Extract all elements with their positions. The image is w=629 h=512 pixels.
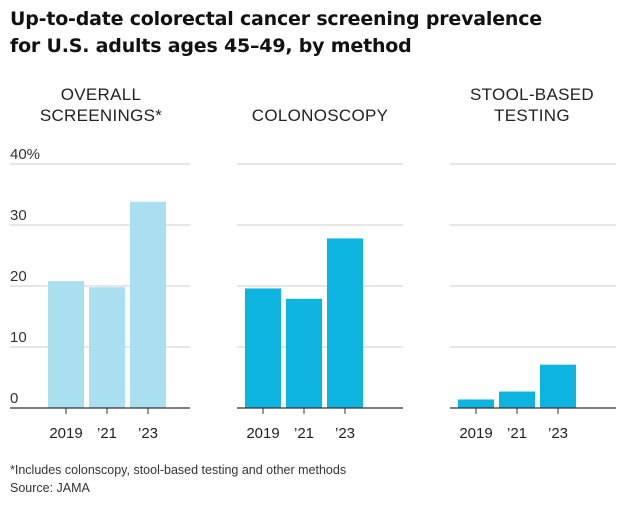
chart-title-line-1: Up-to-date colorectal cancer screening p… <box>10 8 542 30</box>
bar-stool-based-testing-21 <box>499 391 535 408</box>
x-tick-label-colonoscopy-2: ’23 <box>335 425 355 442</box>
x-tick-label-stool-based-testing-2: ’23 <box>548 425 568 442</box>
y-tick-label-40: 40% <box>10 146 40 163</box>
x-tick-label-overall-1: ’21 <box>97 425 117 442</box>
bar-colonoscopy-2019 <box>245 288 281 408</box>
x-tick-label-overall-2: ’23 <box>138 425 158 442</box>
panel-title-overall-line-2: SCREENINGS* <box>40 106 162 125</box>
x-tick-label-colonoscopy-1: ’21 <box>294 425 314 442</box>
x-tick-label-stool-based-testing-1: ’21 <box>507 425 527 442</box>
y-tick-label-10: 10 <box>10 329 27 346</box>
source-note: Source: JAMA <box>10 481 90 495</box>
panel-title-overall-line-1: OVERALL <box>61 85 142 104</box>
bar-colonoscopy-23 <box>327 238 363 408</box>
y-tick-label-30: 30 <box>10 207 27 224</box>
bar-overall-2019 <box>48 281 84 408</box>
bar-colonoscopy-21 <box>286 298 322 408</box>
bar-stool-based-testing-23 <box>540 364 576 408</box>
bar-stool-based-testing-2019 <box>458 399 494 408</box>
panel-title-stool-based-testing-line-2: TESTING <box>494 106 570 125</box>
y-tick-label-0: 0 <box>10 390 18 407</box>
chart-notes: *Includes colonscopy, stool-based testin… <box>10 461 346 497</box>
bar-overall-23 <box>130 201 166 408</box>
footnote: *Includes colonscopy, stool-based testin… <box>10 463 347 477</box>
x-tick-label-colonoscopy-0: 2019 <box>246 425 279 442</box>
chart-title-line-2: for U.S. adults ages 45–49, by method <box>10 35 412 57</box>
panel-title-colonoscopy-line-1: COLONOSCOPY <box>252 106 389 125</box>
y-tick-label-20: 20 <box>10 268 27 285</box>
chart-title: Up-to-date colorectal cancer screening p… <box>10 6 610 60</box>
x-tick-label-overall-0: 2019 <box>49 425 82 442</box>
x-tick-label-stool-based-testing-0: 2019 <box>459 425 492 442</box>
bar-overall-21 <box>89 287 125 408</box>
panel-title-stool-based-testing-line-1: STOOL-BASED <box>470 85 594 104</box>
